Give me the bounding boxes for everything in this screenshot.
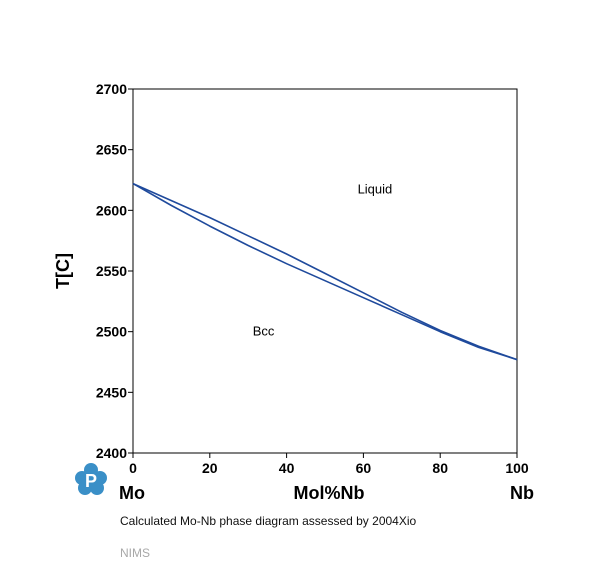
y-axis-label: T[C] <box>53 253 73 289</box>
caption-text: Calculated Mo-Nb phase diagram assessed … <box>120 514 373 528</box>
phase-label-liquid: Liquid <box>358 182 393 197</box>
x-axis-right-element: Nb <box>510 483 534 503</box>
x-tick-label: 40 <box>279 460 295 476</box>
x-tick-label: 80 <box>432 460 448 476</box>
x-tick-label: 0 <box>129 460 137 476</box>
phase-boundaries <box>132 182 518 361</box>
x-axis-label: Mol%Nb <box>294 483 365 503</box>
y-tick-label: 2550 <box>96 263 127 279</box>
phase-diagram-chart: 2400 2450 2500 2550 2600 2650 2700 0 20 40 60 80 10… <box>53 81 534 503</box>
figure-caption: Calculated Mo-Nb phase diagram assessed … <box>120 514 416 528</box>
caption-reference: 2004Xio <box>372 514 417 528</box>
source-label: NIMS <box>120 546 150 560</box>
y-tick-label: 2400 <box>96 445 127 461</box>
phase-labels: Liquid Bcc <box>253 182 393 339</box>
y-tick-label: 2650 <box>96 142 127 158</box>
x-tick-label: 60 <box>356 460 372 476</box>
plot-frame <box>132 88 518 454</box>
x-axis-left-element: Mo <box>119 483 145 503</box>
y-tick-label: 2700 <box>96 81 127 97</box>
nims-logo-icon: P <box>75 463 107 495</box>
y-tick-label: 2500 <box>96 324 127 340</box>
liquidus-line <box>132 182 518 361</box>
y-tick-label: 2450 <box>96 384 127 400</box>
x-tick-label: 20 <box>202 460 218 476</box>
x-tick-label: 100 <box>505 460 529 476</box>
solidus-line <box>132 182 518 361</box>
phase-label-bcc: Bcc <box>253 324 275 339</box>
y-axis-ticks: 2400 2450 2500 2550 2600 2650 2700 <box>96 81 133 461</box>
y-tick-label: 2600 <box>96 202 127 218</box>
logo-letter: P <box>85 471 97 491</box>
x-axis-ticks: 0 20 40 60 80 100 <box>129 453 529 476</box>
